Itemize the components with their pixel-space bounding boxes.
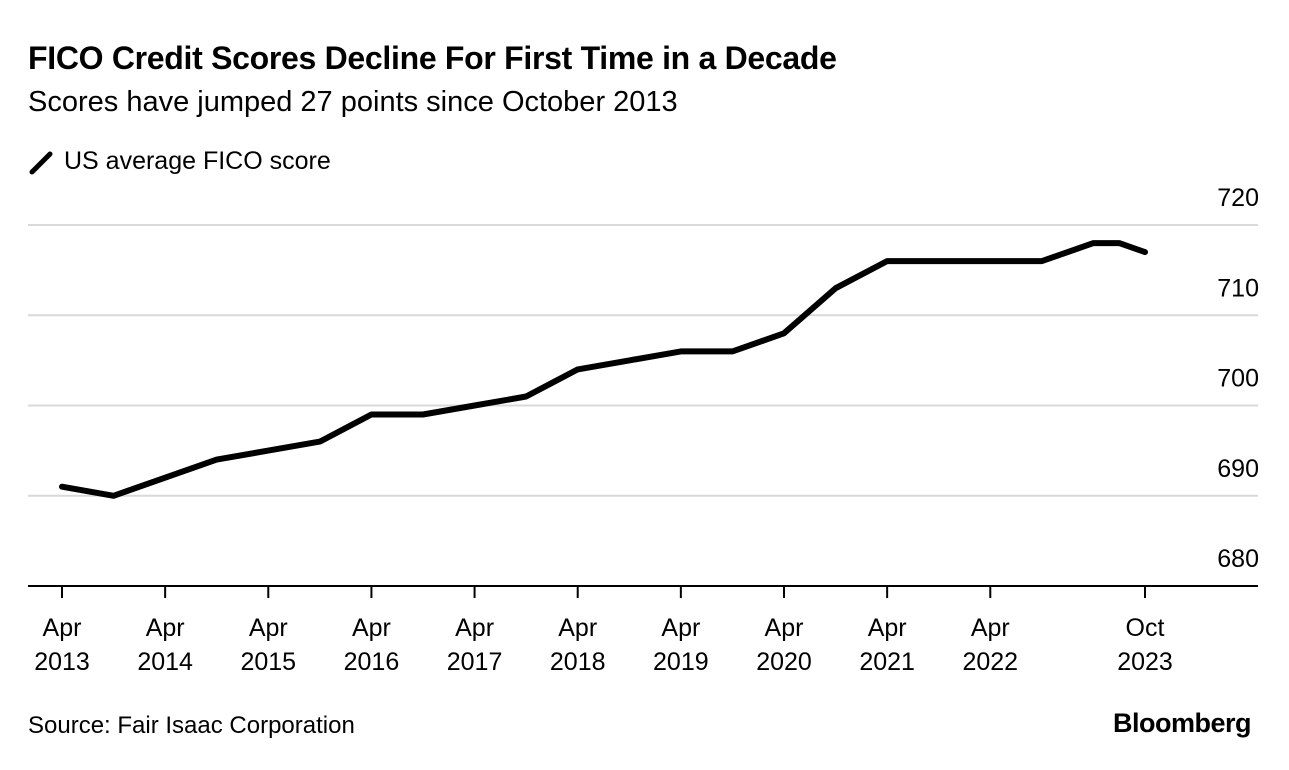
- x-tick-label: Apr 2020: [756, 614, 812, 676]
- x-tick-label: Apr 2019: [653, 614, 709, 676]
- y-axis: 680 690 700 710 720: [1217, 184, 1259, 573]
- legend-line-icon: [29, 151, 53, 174]
- x-tick-label: Apr 2017: [447, 614, 503, 676]
- x-axis: Apr 2013 Apr 2014 Apr 2015 Apr 2016 Apr 2017 Apr 20…: [28, 585, 1258, 676]
- x-tick-label: Apr 2014: [137, 614, 193, 676]
- x-tick-label: Apr 2018: [550, 614, 606, 676]
- y-tick-label: 700: [1217, 365, 1259, 393]
- y-tick-label: 680: [1217, 545, 1259, 573]
- x-tick-label: Apr 2022: [962, 614, 1018, 676]
- y-tick-label: 710: [1217, 274, 1259, 302]
- x-tick-label: Oct 2023: [1117, 614, 1173, 676]
- x-tick-label: Apr 2021: [859, 614, 915, 676]
- series: [59, 240, 1148, 499]
- legend-label: US average FICO score: [64, 147, 331, 175]
- bloomberg-logo: Bloomberg: [1112, 708, 1252, 738]
- x-tick-label: Apr 2016: [344, 614, 400, 676]
- x-tick-label: Apr 2015: [240, 614, 296, 676]
- series-line: [59, 240, 1148, 499]
- grid: [28, 224, 1258, 497]
- y-tick-label: 690: [1217, 455, 1259, 483]
- y-tick-label: 720: [1217, 184, 1259, 212]
- chart-subtitle: Scores have jumped 27 points since Octob…: [28, 86, 678, 118]
- legend: US average FICO score: [28, 147, 331, 176]
- source-note: Source: Fair Isaac Corporation: [28, 712, 355, 739]
- x-tick-label: Apr 2013: [34, 614, 90, 676]
- chart-title: FICO Credit Scores Decline For First Tim…: [28, 40, 837, 76]
